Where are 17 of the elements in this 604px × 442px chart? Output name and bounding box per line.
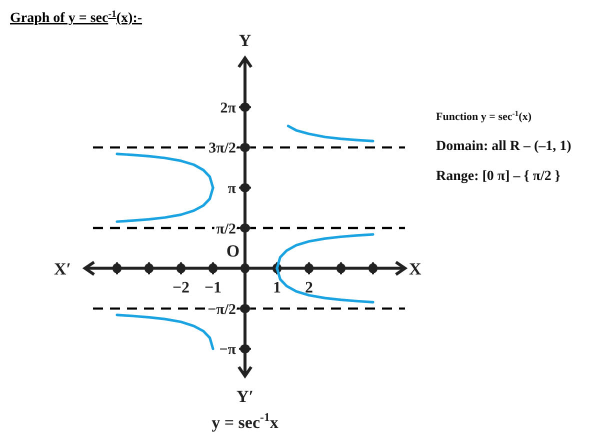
x-tick-label: −1 <box>204 279 222 296</box>
text: Domain: all R – (–1, 1) <box>436 139 572 154</box>
x-tick-label: 2 <box>305 279 313 296</box>
chart-title: Graph of y = sec$^{-1}$(x):- <box>10 8 142 26</box>
y-tick-label: π <box>228 180 237 197</box>
text: Function y = sec$^{-1}$(x) <box>436 108 532 123</box>
text: Y <box>238 31 252 50</box>
x-tick-label: −2 <box>172 279 190 296</box>
y-tick-label: −π <box>219 342 237 358</box>
annotation: O <box>226 241 240 260</box>
y-tick-label: 2π <box>220 100 237 116</box>
text: Range: [0 π] – { π/2 } <box>436 169 561 184</box>
text: Y′ <box>236 387 254 406</box>
text: X′ <box>54 259 71 278</box>
x-tick-label: 1 <box>273 279 281 296</box>
x-axis-title: X <box>409 259 422 278</box>
text: y = sec$^{-1}$x <box>212 410 279 432</box>
